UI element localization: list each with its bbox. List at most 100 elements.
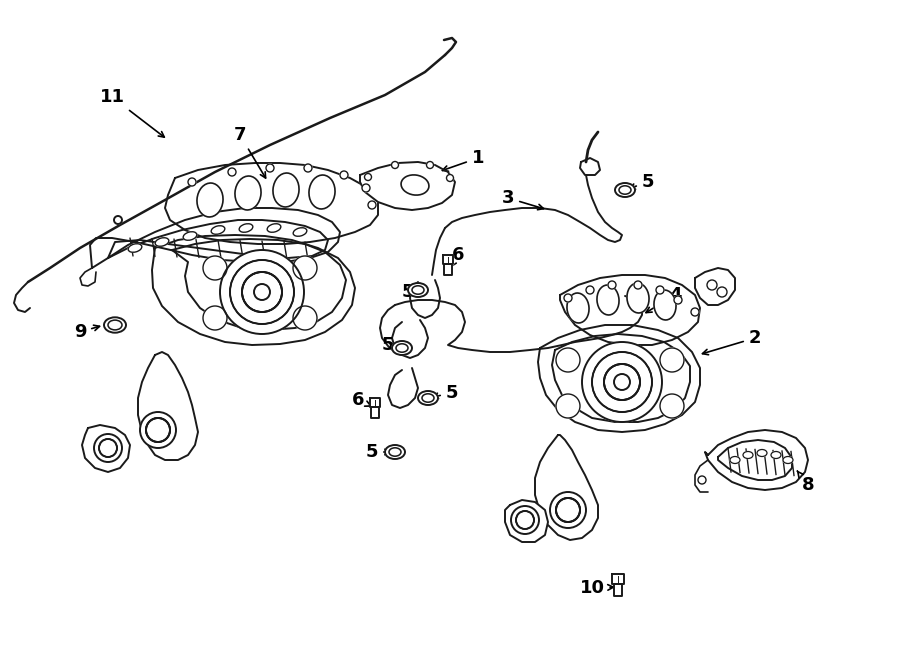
Polygon shape bbox=[372, 407, 379, 418]
Circle shape bbox=[634, 281, 642, 289]
Circle shape bbox=[556, 498, 580, 522]
Circle shape bbox=[114, 216, 122, 224]
Circle shape bbox=[586, 286, 594, 294]
Circle shape bbox=[392, 162, 399, 169]
Circle shape bbox=[427, 162, 434, 169]
Polygon shape bbox=[538, 325, 700, 432]
Circle shape bbox=[340, 171, 348, 179]
Circle shape bbox=[293, 256, 317, 280]
Ellipse shape bbox=[235, 176, 261, 210]
Circle shape bbox=[556, 394, 580, 418]
Ellipse shape bbox=[654, 290, 676, 320]
Circle shape bbox=[691, 308, 699, 316]
Polygon shape bbox=[90, 208, 340, 268]
Polygon shape bbox=[612, 574, 624, 584]
Ellipse shape bbox=[155, 238, 169, 246]
Polygon shape bbox=[695, 268, 735, 305]
Polygon shape bbox=[443, 255, 454, 264]
Text: 2: 2 bbox=[702, 329, 761, 355]
Ellipse shape bbox=[239, 224, 253, 232]
Ellipse shape bbox=[385, 445, 405, 459]
Ellipse shape bbox=[783, 457, 793, 463]
Text: 9: 9 bbox=[74, 323, 100, 341]
Polygon shape bbox=[614, 584, 622, 596]
Circle shape bbox=[608, 281, 616, 289]
Ellipse shape bbox=[309, 175, 335, 209]
Circle shape bbox=[266, 164, 274, 172]
Ellipse shape bbox=[408, 283, 428, 297]
Circle shape bbox=[254, 284, 270, 300]
Text: 10: 10 bbox=[580, 579, 614, 597]
Circle shape bbox=[674, 296, 682, 304]
Text: 5: 5 bbox=[365, 443, 391, 461]
Polygon shape bbox=[138, 352, 198, 460]
Ellipse shape bbox=[567, 293, 589, 323]
Ellipse shape bbox=[392, 341, 412, 355]
Polygon shape bbox=[445, 264, 452, 275]
Ellipse shape bbox=[771, 451, 781, 459]
Circle shape bbox=[203, 306, 227, 330]
Circle shape bbox=[698, 476, 706, 484]
Circle shape bbox=[368, 201, 376, 209]
Ellipse shape bbox=[757, 449, 767, 457]
Circle shape bbox=[242, 272, 282, 312]
Ellipse shape bbox=[401, 175, 429, 195]
Polygon shape bbox=[705, 430, 808, 490]
Text: 11: 11 bbox=[100, 88, 165, 137]
Ellipse shape bbox=[212, 226, 225, 234]
Polygon shape bbox=[152, 235, 355, 345]
Polygon shape bbox=[165, 163, 378, 244]
Ellipse shape bbox=[267, 224, 281, 232]
Circle shape bbox=[717, 287, 727, 297]
Circle shape bbox=[564, 294, 572, 302]
Circle shape bbox=[188, 178, 196, 186]
Circle shape bbox=[364, 173, 372, 181]
Polygon shape bbox=[370, 398, 381, 407]
Polygon shape bbox=[82, 425, 130, 472]
Polygon shape bbox=[360, 162, 455, 210]
Text: 5: 5 bbox=[629, 173, 654, 191]
Text: 6: 6 bbox=[352, 391, 371, 409]
Text: 7: 7 bbox=[234, 126, 266, 178]
Polygon shape bbox=[535, 435, 598, 540]
Circle shape bbox=[362, 184, 370, 192]
Text: 4: 4 bbox=[646, 286, 681, 312]
Text: 5: 5 bbox=[382, 336, 400, 354]
Ellipse shape bbox=[615, 183, 635, 197]
Ellipse shape bbox=[293, 228, 307, 236]
Ellipse shape bbox=[597, 285, 619, 315]
Polygon shape bbox=[505, 500, 548, 542]
Circle shape bbox=[140, 412, 176, 448]
Circle shape bbox=[446, 175, 454, 181]
Text: 6: 6 bbox=[451, 246, 464, 267]
Circle shape bbox=[293, 306, 317, 330]
Ellipse shape bbox=[197, 183, 223, 217]
Circle shape bbox=[220, 250, 304, 334]
Circle shape bbox=[228, 168, 236, 176]
Text: 5: 5 bbox=[433, 384, 458, 402]
Ellipse shape bbox=[128, 244, 142, 252]
Circle shape bbox=[556, 348, 580, 372]
Text: 1: 1 bbox=[443, 149, 484, 171]
Text: 5: 5 bbox=[401, 283, 418, 301]
Circle shape bbox=[614, 374, 630, 390]
Ellipse shape bbox=[730, 457, 740, 463]
Circle shape bbox=[94, 434, 122, 462]
Circle shape bbox=[203, 256, 227, 280]
Ellipse shape bbox=[184, 232, 197, 240]
Circle shape bbox=[707, 280, 717, 290]
Circle shape bbox=[656, 286, 664, 294]
Circle shape bbox=[604, 364, 640, 400]
Circle shape bbox=[660, 394, 684, 418]
Ellipse shape bbox=[104, 317, 126, 333]
Polygon shape bbox=[560, 275, 700, 345]
Ellipse shape bbox=[743, 451, 753, 459]
Circle shape bbox=[304, 164, 312, 172]
Circle shape bbox=[550, 492, 586, 528]
Ellipse shape bbox=[273, 173, 299, 207]
Circle shape bbox=[146, 418, 170, 442]
Text: 3: 3 bbox=[502, 189, 544, 210]
Circle shape bbox=[582, 342, 662, 422]
Ellipse shape bbox=[418, 391, 438, 405]
Text: 8: 8 bbox=[797, 471, 814, 494]
